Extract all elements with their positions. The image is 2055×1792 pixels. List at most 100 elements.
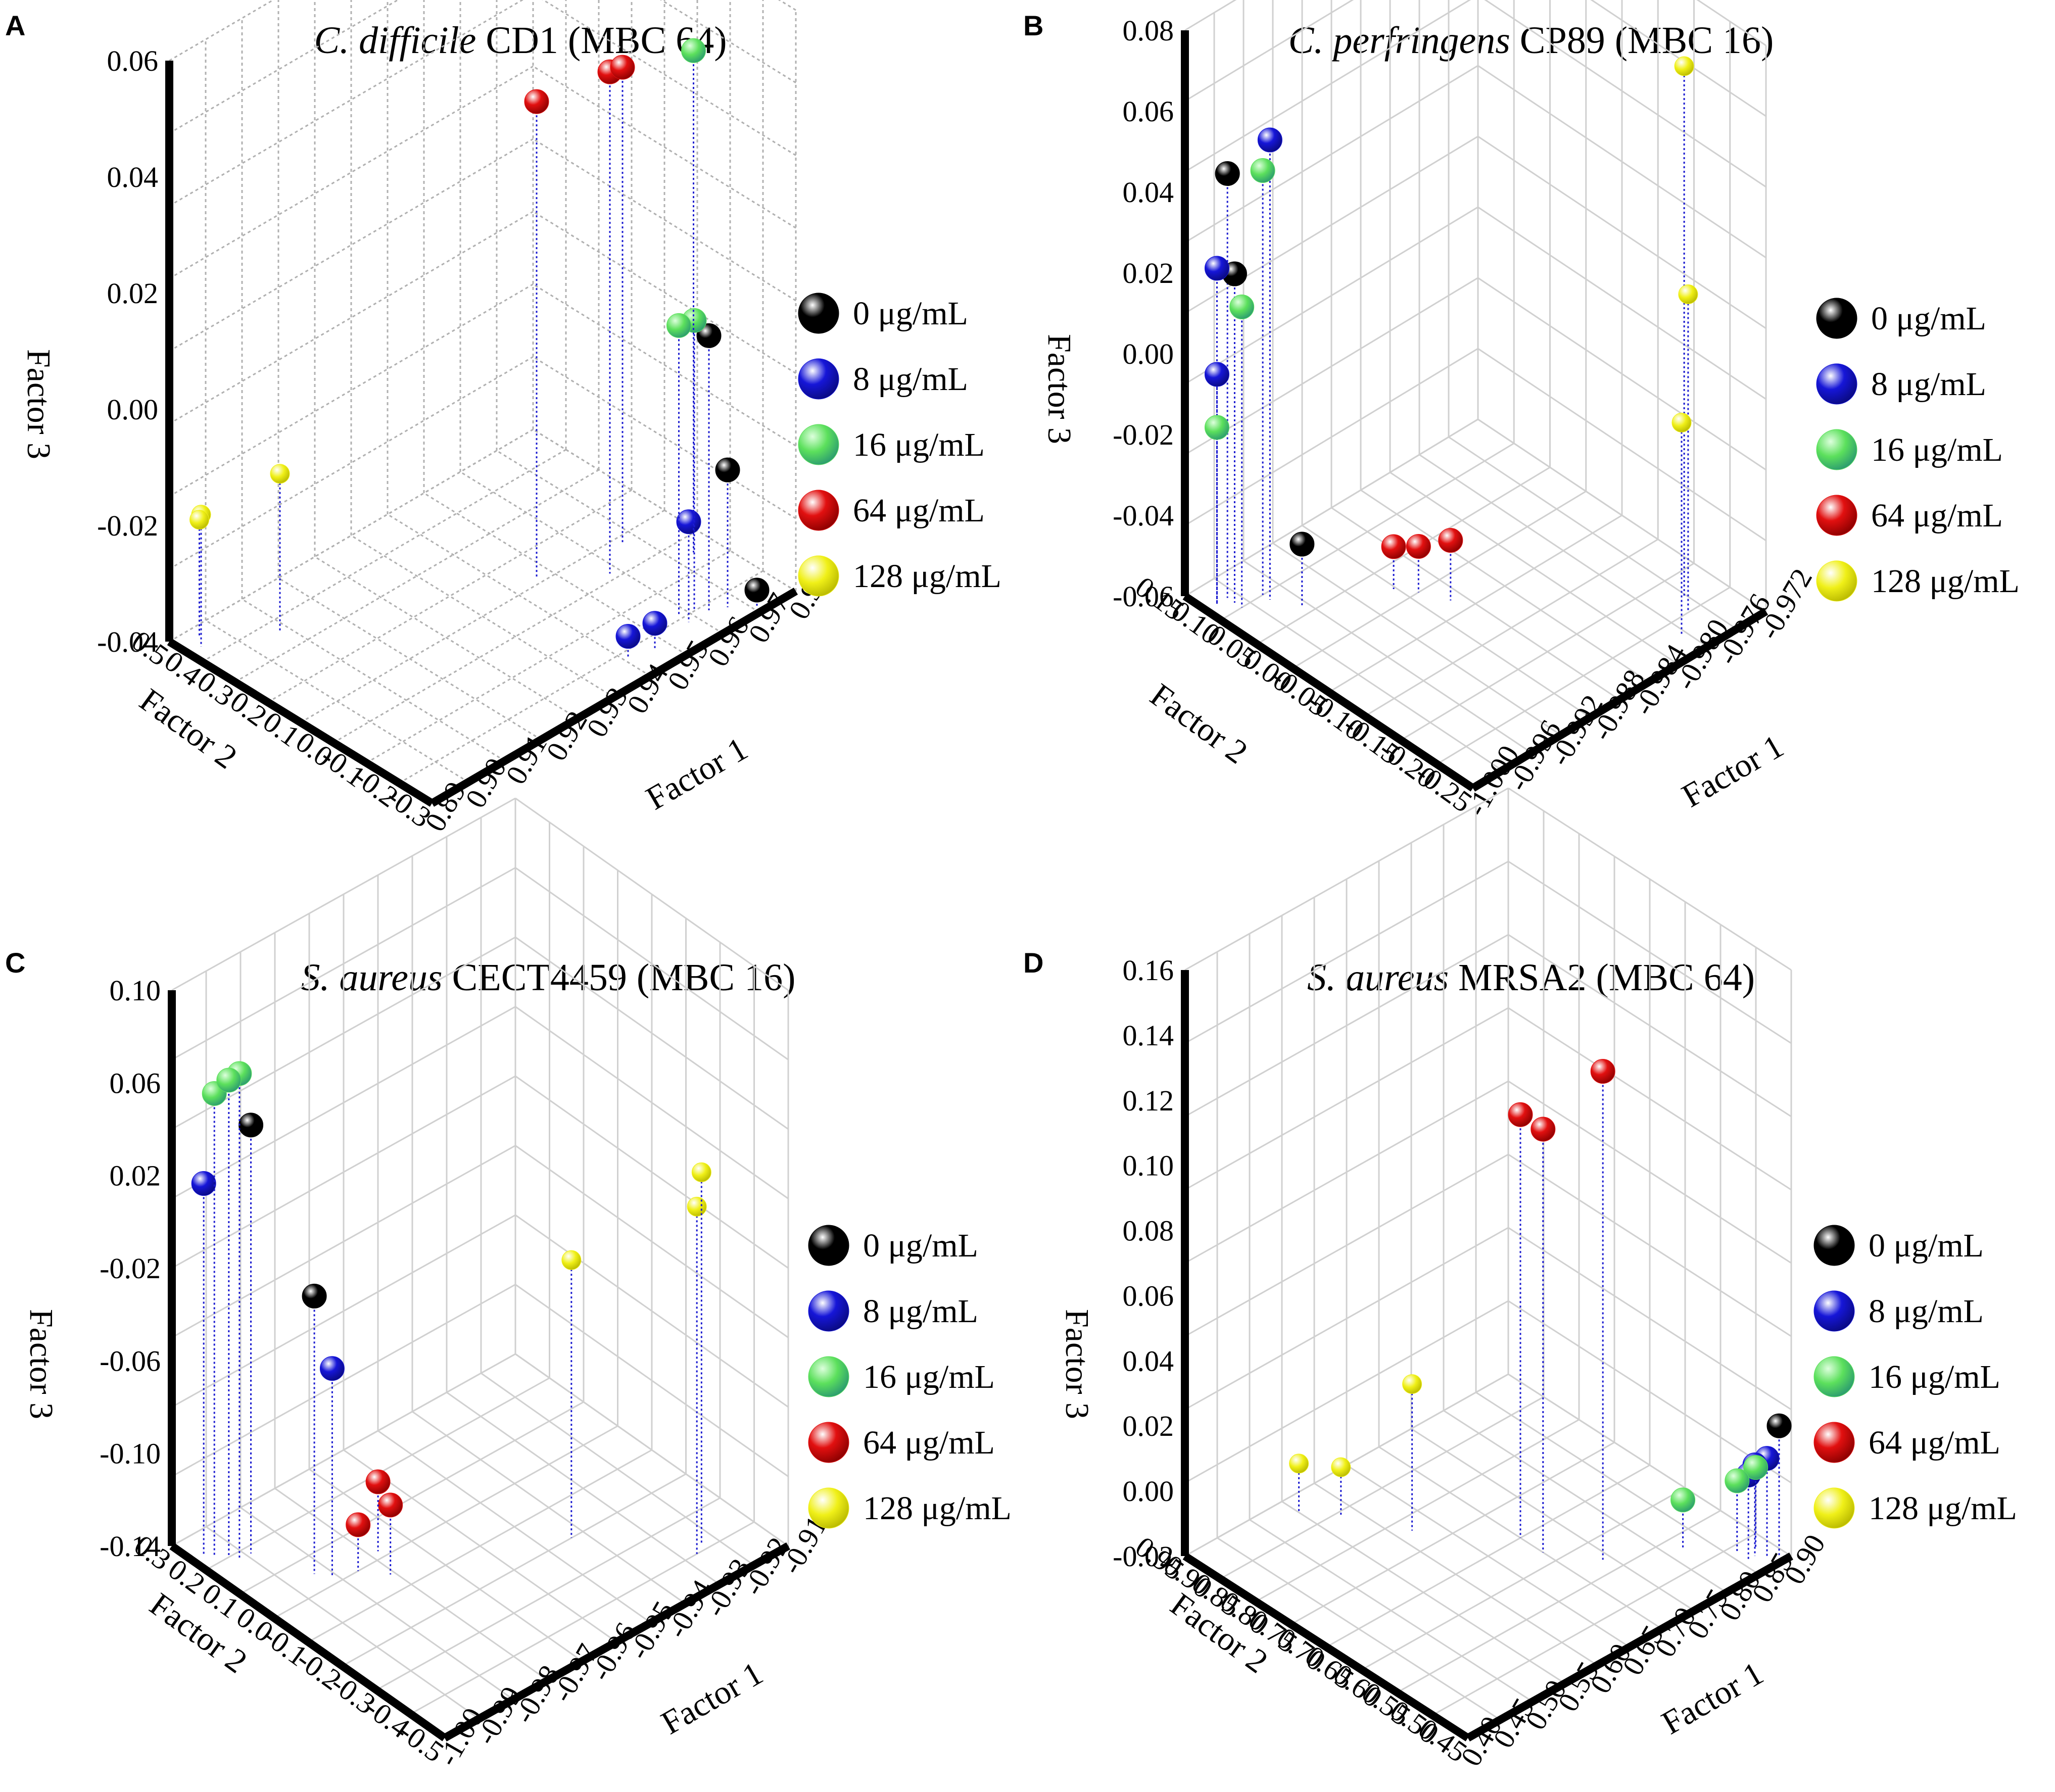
data-point xyxy=(1438,528,1463,553)
panel-a: A C. difficile CD1 (MBC 64) 0.890.900.91… xyxy=(5,0,1001,837)
legend-marker xyxy=(808,1225,849,1266)
data-point xyxy=(1215,161,1240,186)
grid-line xyxy=(1477,135,1766,329)
grid-line xyxy=(1184,206,1478,385)
z-tick-label: 0.00 xyxy=(107,393,159,426)
panel-c: C S. aureus CECT4459 (MBC 16) -1.00-0.99… xyxy=(5,797,1012,1772)
z-tick-label: 0.00 xyxy=(1123,337,1174,370)
grid-line xyxy=(1364,539,1659,717)
legend-label: 64 μg/mL xyxy=(1871,497,2003,534)
grid-line xyxy=(1361,1487,1686,1671)
grid-line xyxy=(205,619,469,783)
grid-line xyxy=(202,449,566,663)
legend-marker xyxy=(1816,495,1857,536)
panel-title-c: S. aureus CECT4459 (MBC 16) xyxy=(301,956,796,999)
legend-label: 128 μg/mL xyxy=(1871,563,2020,600)
data-point xyxy=(270,464,290,484)
legend-d: 0 μg/mL 8 μg/mL 16 μg/mL 64 μg/mL 128 μg/mL xyxy=(1813,1225,2017,1529)
grid-line xyxy=(1477,65,1766,259)
x-axis-line xyxy=(1470,608,1769,792)
legend-marker xyxy=(808,1356,849,1397)
x-axis-line xyxy=(1466,1553,1793,1741)
grid-line xyxy=(1220,1396,1544,1580)
grid-line xyxy=(533,138,796,302)
points-c xyxy=(191,1061,711,1577)
legend-c: 0 μg/mL 8 μg/mL 16 μg/mL 64 μg/mL 128 μg/mL xyxy=(808,1225,1012,1529)
data-point xyxy=(1674,56,1694,76)
panel-label-c: C xyxy=(5,947,25,979)
data-point xyxy=(365,1469,391,1494)
z-tick-label: -0.02 xyxy=(97,509,158,542)
grid-line xyxy=(1184,277,1478,456)
grid-line xyxy=(460,471,724,635)
legend-marker xyxy=(808,1487,849,1529)
data-point xyxy=(216,1068,242,1093)
legend-label: 8 μg/mL xyxy=(863,1293,978,1330)
z-tick-label: -0.02 xyxy=(100,1252,161,1285)
legend-label: 128 μg/mL xyxy=(863,1490,1012,1527)
grid-line xyxy=(278,577,542,741)
grid-line xyxy=(308,1449,652,1643)
grid-line xyxy=(1477,348,1766,542)
z-tick-label: -0.02 xyxy=(1113,418,1174,451)
data-point xyxy=(1531,1117,1556,1142)
legend-label: 8 μg/mL xyxy=(1869,1293,1984,1330)
data-point xyxy=(1204,256,1229,281)
legend-label: 64 μg/mL xyxy=(853,492,985,529)
data-point xyxy=(1743,1455,1769,1480)
legend-marker xyxy=(1816,363,1857,405)
grid-line xyxy=(1508,1227,1792,1411)
legend-marker xyxy=(1813,1422,1855,1463)
x-axis-line xyxy=(443,1542,790,1741)
data-point xyxy=(1402,1374,1422,1394)
grid-line xyxy=(660,0,796,84)
legend-marker xyxy=(798,424,839,465)
grid-line xyxy=(515,1214,789,1408)
x-axis-title: Factor 1 xyxy=(655,1655,769,1741)
x-axis-title: Factor 1 xyxy=(1676,728,1790,814)
grid-line xyxy=(515,1006,789,1199)
data-point xyxy=(1204,362,1229,387)
grid-line xyxy=(1255,1419,1580,1603)
data-point xyxy=(615,624,641,649)
legend-marker xyxy=(1816,429,1857,470)
grid-line xyxy=(1590,0,1766,117)
axes-c: -1.00-0.99-0.98-0.97-0.96-0.95-0.94-0.93… xyxy=(23,797,834,1772)
grid-line xyxy=(171,936,516,1130)
z-tick-label: 0.02 xyxy=(107,277,159,310)
data-point xyxy=(561,1250,582,1270)
grid-line xyxy=(542,0,796,156)
grid-line xyxy=(1184,787,1509,971)
z-tick-label: 0.02 xyxy=(1123,257,1174,289)
data-point xyxy=(681,38,706,63)
panel-d: D S. aureus MRSA2 (MBC 64) 0.400.450.500… xyxy=(1023,787,2017,1772)
data-point xyxy=(1406,534,1431,559)
grid-line xyxy=(1184,0,1471,173)
data-point xyxy=(524,89,549,114)
grid-line xyxy=(273,1425,618,1619)
z-tick-label: -0.14 xyxy=(100,1530,161,1563)
data-point xyxy=(676,509,701,535)
grid-line xyxy=(1184,1080,1509,1264)
data-point xyxy=(189,510,209,530)
grid-line xyxy=(1508,934,1792,1118)
legend-marker xyxy=(1813,1356,1855,1397)
grid-line xyxy=(515,1284,789,1477)
legend-label: 64 μg/mL xyxy=(1869,1424,2000,1461)
z-axis-title: Factor 3 xyxy=(1041,334,1078,444)
z-tick-label: 0.06 xyxy=(1123,95,1174,128)
z-tick-label: -0.02 xyxy=(1113,1540,1174,1573)
axes-a: 0.890.900.910.920.930.940.950.960.970.98… xyxy=(20,0,836,837)
grid-line xyxy=(171,797,516,991)
grid-line xyxy=(1184,934,1509,1118)
legend-marker xyxy=(808,1290,849,1332)
panel-title-c-italic: S. aureus xyxy=(301,956,443,999)
grid-line xyxy=(1432,1532,1756,1716)
z-tick-label: 0.02 xyxy=(110,1159,161,1192)
data-point xyxy=(238,1112,264,1138)
x-axis-line xyxy=(429,588,798,807)
panel-title-d: S. aureus MRSA2 (MBC 64) xyxy=(1307,956,1755,999)
legend-label: 128 μg/mL xyxy=(853,558,1001,595)
grid-line xyxy=(242,598,505,762)
grid-line xyxy=(1484,0,1766,188)
